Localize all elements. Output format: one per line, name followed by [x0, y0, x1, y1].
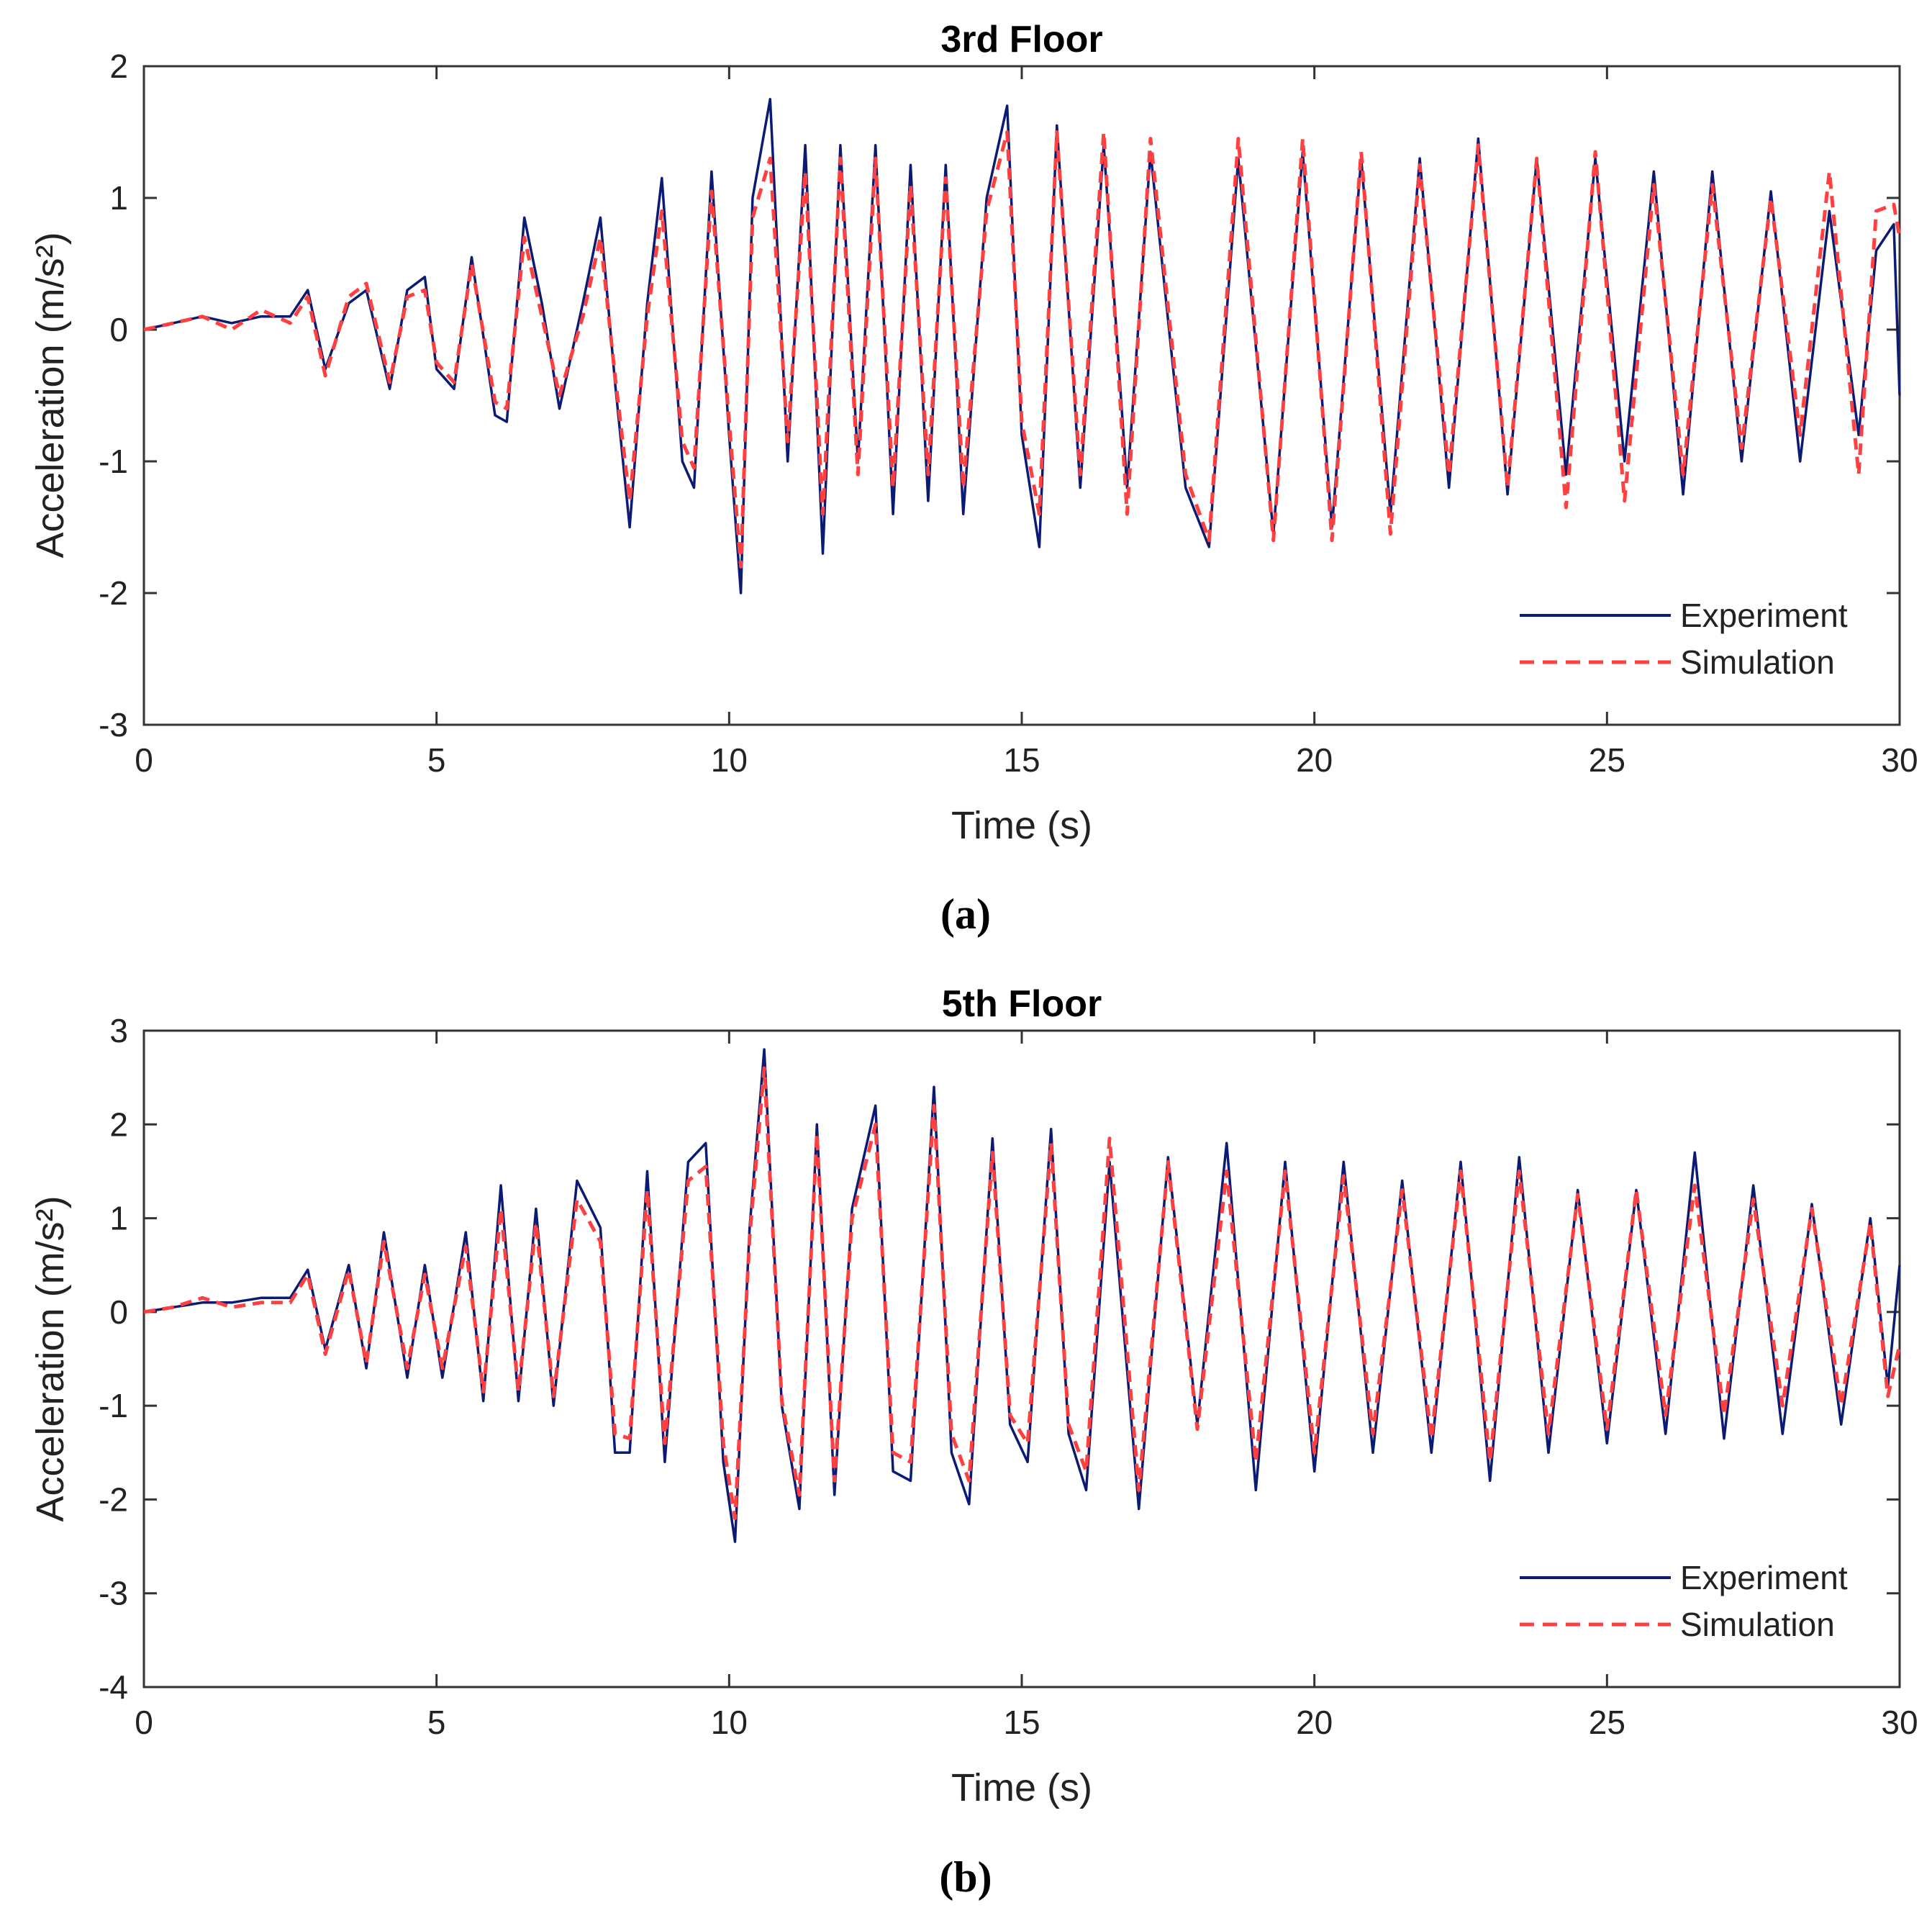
x-tick-label-a-3: 15: [1003, 741, 1040, 779]
panel-a: 0 5 10 15 20 25 30 -3 -2 -1 0 1 2 3rd Floor Time (s)…: [29, 19, 1918, 938]
series-simulation-line-a: [143, 130, 1902, 569]
x-tick-label-a-0: 0: [135, 741, 153, 779]
y-tick-label-a-1: -2: [99, 574, 128, 612]
panel-caption-a: (a): [940, 890, 991, 938]
axes-ticks-a: 0 5 10 15 20 25 30 -3 -2 -1 0 1 2: [99, 48, 1918, 779]
x-tick-label-a-4: 20: [1296, 741, 1333, 779]
x-tick-label-b-5: 25: [1589, 1704, 1625, 1741]
y-tick-label-b-2: -2: [99, 1480, 128, 1518]
legend-experiment-label-b: Experiment: [1680, 1559, 1848, 1596]
x-tick-label-a-5: 25: [1589, 741, 1625, 779]
x-axis-label-b: Time (s): [951, 1766, 1092, 1809]
y-tick-label-b-0: -4: [99, 1668, 128, 1706]
series-group-b: [143, 1048, 1902, 1543]
y-tick-label-a-5: 2: [109, 48, 128, 85]
series-group-a: [143, 98, 1902, 594]
legend-b: Experiment Simulation: [1520, 1559, 1848, 1643]
y-tick-label-b-6: 2: [109, 1106, 128, 1143]
x-tick-label-a-6: 30: [1881, 741, 1918, 779]
series-experiment-line-a: [143, 98, 1901, 594]
chart-title-a: 3rd Floor: [940, 19, 1102, 60]
x-tick-label-b-6: 30: [1881, 1704, 1918, 1741]
y-tick-label-a-2: -1: [99, 443, 128, 480]
x-tick-label-b-4: 20: [1296, 1704, 1333, 1741]
x-tick-label-a-2: 10: [711, 741, 748, 779]
panel-b: 0 5 10 15 20 25 30 -4 -3 -2 -1 0 1 2 3 5th Floor Time …: [29, 983, 1918, 1901]
y-tick-label-a-0: -3: [99, 706, 128, 743]
panel-caption-b: (b): [939, 1853, 992, 1901]
y-tick-label-b-3: -1: [99, 1387, 128, 1424]
y-axis-label-b: Acceleration (m/s²): [29, 1195, 72, 1522]
x-tick-label-b-3: 15: [1003, 1704, 1040, 1741]
legend-a: Experiment Simulation: [1520, 597, 1848, 681]
y-tick-label-a-3: 0: [109, 311, 128, 348]
y-tick-label-b-4: 0: [109, 1293, 128, 1331]
chart-title-b: 5th Floor: [942, 983, 1102, 1025]
x-axis-label-a: Time (s): [951, 804, 1092, 847]
y-axis-label-a: Acceleration (m/s²): [29, 232, 72, 558]
axes-ticks-b: 0 5 10 15 20 25 30 -4 -3 -2 -1 0 1 2 3: [99, 1012, 1918, 1741]
x-tick-label-b-0: 0: [135, 1704, 153, 1741]
plot-area-b: [142, 1029, 1901, 1688]
y-tick-label-b-1: -3: [99, 1575, 128, 1612]
x-tick-label-b-2: 10: [711, 1704, 748, 1741]
legend-simulation-label-b: Simulation: [1680, 1606, 1835, 1643]
y-tick-label-a-4: 1: [109, 179, 128, 217]
y-tick-label-b-5: 1: [109, 1200, 128, 1237]
x-tick-label-b-1: 5: [427, 1704, 446, 1741]
x-tick-label-a-1: 5: [427, 741, 446, 779]
legend-simulation-label-a: Simulation: [1680, 643, 1835, 681]
legend-experiment-label-a: Experiment: [1680, 597, 1848, 634]
y-tick-label-b-7: 3: [109, 1012, 128, 1049]
